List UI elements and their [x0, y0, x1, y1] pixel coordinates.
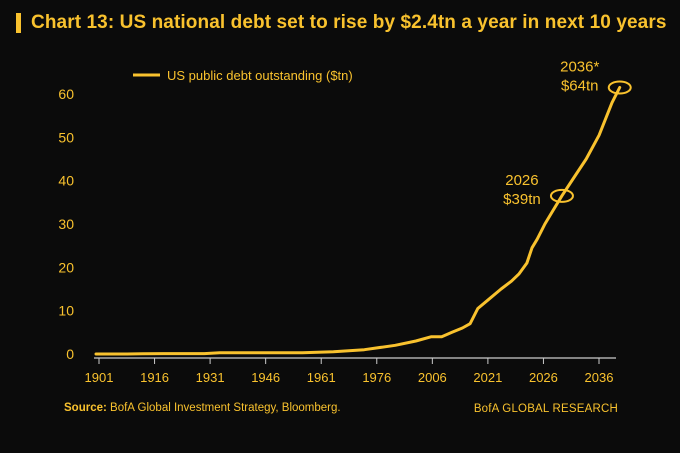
annotation-marker	[607, 80, 632, 95]
x-tick-label: 2021	[473, 370, 502, 385]
footer-source: Source: BofA Global Investment Strategy,…	[64, 402, 341, 414]
annotation-year: 2026	[505, 172, 538, 189]
x-tick-label: 2036	[585, 370, 614, 385]
legend: US public debt outstanding ($tn)	[133, 68, 353, 83]
y-tick-label: 0	[66, 346, 74, 362]
x-tick-label: 1901	[85, 370, 114, 385]
legend-label: US public debt outstanding ($tn)	[167, 68, 353, 83]
title-bar: Chart 13: US national debt set to rise b…	[16, 12, 667, 34]
x-tick-label: 2006	[418, 370, 447, 385]
x-tick-label: 1976	[362, 370, 391, 385]
annotation-marker	[549, 188, 574, 203]
series-line-us-public-debt	[94, 86, 622, 356]
x-axis-ticks: 1901 1916 1931 1946 1961 1976 2006 2021 2026 2036	[85, 358, 614, 385]
annotation-value: $39tn	[503, 191, 541, 208]
x-tick-label: 1916	[140, 370, 169, 385]
annotation-year: 2036*	[560, 59, 599, 76]
x-tick-label: 2026	[529, 370, 558, 385]
y-axis-ticks: 0 10 20 30 40 50 60	[58, 86, 74, 362]
x-tick-label: 1961	[307, 370, 336, 385]
source-label: Source:	[64, 402, 107, 414]
x-tick-label: 1946	[251, 370, 280, 385]
footer-brand: BofA GLOBAL RESEARCH	[473, 403, 618, 415]
y-tick-label: 50	[58, 129, 74, 145]
y-tick-label: 40	[58, 173, 74, 189]
title-accent-bar	[16, 13, 21, 33]
y-tick-label: 10	[58, 303, 74, 319]
y-tick-label: 20	[58, 259, 74, 275]
annotation-value: $64tn	[561, 78, 599, 95]
chart-title: Chart 13: US national debt set to rise b…	[31, 12, 667, 33]
y-tick-label: 60	[58, 86, 74, 102]
x-tick-label: 1931	[196, 370, 225, 385]
annotations: 2026 $39tn 2036* $64tn	[503, 59, 632, 208]
source-text: BofA Global Investment Strategy, Bloombe…	[110, 402, 341, 414]
y-tick-label: 30	[58, 216, 74, 232]
